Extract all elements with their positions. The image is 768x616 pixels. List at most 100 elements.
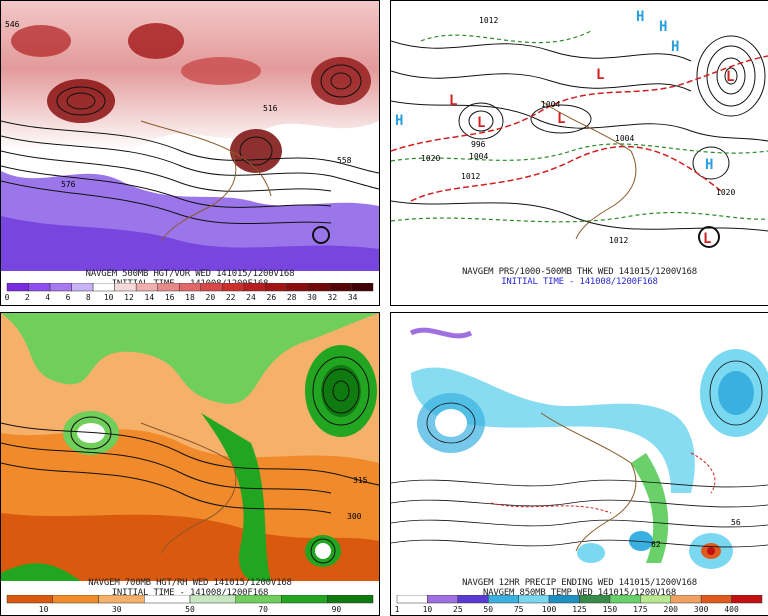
svg-text:H: H [671, 39, 679, 55]
panel-title: NAVGEM PRS/1000-500MB THK WED 141015/120… [462, 267, 697, 277]
legend-swatch [235, 595, 282, 604]
panel-title: NAVGEM 12HR PRECIP ENDING WED 141015/120… [462, 578, 697, 588]
initial-time: INITIAL TIME - 141008/1200F168 [111, 588, 269, 598]
legend-swatch [329, 283, 352, 292]
precipitation-legend: 1 10 25 50 75 100 125 150 175 200 300 400 [391, 595, 768, 615]
legend-swatch [98, 595, 145, 604]
svg-text:H: H [705, 157, 713, 173]
svg-text:L: L [703, 231, 711, 247]
initial-time: INITIAL TIME - 141008/1200F168 [501, 277, 658, 287]
svg-text:H: H [395, 113, 403, 129]
legend-label: 125 [572, 605, 587, 614]
legend-label: 30 [111, 605, 122, 614]
legend-label: 18 [185, 293, 195, 302]
legend-swatch [243, 283, 266, 292]
legend-label: 26 [266, 293, 277, 302]
legend-label: 10 [103, 293, 114, 302]
legend-label: 30 [307, 293, 317, 302]
legend-swatch [6, 595, 53, 604]
legend-swatch [308, 283, 331, 292]
legend-swatch [189, 595, 236, 604]
svg-text:H: H [659, 19, 667, 35]
svg-text:996: 996 [471, 140, 486, 149]
svg-text:1012: 1012 [479, 16, 498, 25]
legend-swatch [92, 283, 115, 292]
legend-swatch [427, 595, 459, 604]
legend-label: 50 [185, 605, 195, 614]
legend-label: 10 [38, 605, 49, 614]
legend-swatch [200, 283, 223, 292]
legend-label: 1 [394, 605, 400, 614]
legend-swatch [327, 595, 374, 604]
legend-label: 300 [693, 605, 709, 614]
panel-pressure-thickness: H H H H H L L L L L L 1012 1004 996 1004… [390, 0, 768, 306]
svg-text:300: 300 [347, 512, 362, 521]
precipitation-map: 56 62 [391, 313, 768, 581]
svg-text:1020: 1020 [716, 188, 735, 197]
panel-title: NAVGEM 500MB HGT/VOR WED 141015/1200V168 [85, 269, 295, 279]
vortex-maxima [47, 79, 115, 123]
legend-label: 0 [4, 293, 10, 302]
legend-swatch [640, 595, 671, 604]
svg-text:1004: 1004 [615, 134, 634, 143]
legend-label: 75 [513, 605, 524, 614]
legend-swatch [49, 283, 72, 292]
svg-text:62: 62 [651, 540, 661, 549]
legend-swatch [579, 595, 611, 604]
vorticity-legend: 0 2 4 6 8 10 12 14 16 18 20 22 24 26 28 30 32 34 [1, 283, 379, 303]
svg-text:1012: 1012 [609, 236, 628, 245]
legend-label: 32 [327, 293, 338, 302]
legend-swatch [222, 283, 245, 292]
legend-label: 12 [124, 293, 134, 302]
legend-label: 24 [246, 293, 256, 302]
svg-text:1012: 1012 [461, 172, 480, 181]
panel-precipitation: 56 62 NAVGEM 12HR PRECIP ENDING WED 1410… [390, 312, 768, 616]
legend-swatch [670, 595, 702, 604]
legend-label: 14 [144, 293, 155, 302]
legend-label: 400 [724, 605, 739, 614]
legend-swatch [71, 283, 94, 292]
legend-label: 50 [483, 605, 494, 614]
svg-text:558: 558 [337, 156, 352, 165]
svg-text:1004: 1004 [469, 152, 488, 161]
legend-swatch [135, 283, 158, 292]
svg-text:576: 576 [61, 180, 76, 189]
legend-swatch [286, 283, 309, 292]
legend-label: 20 [205, 293, 216, 302]
legend-label: 25 [453, 605, 463, 614]
svg-text:546: 546 [5, 20, 20, 29]
humidity-map: 315 300 [1, 313, 379, 581]
legend-swatch [457, 595, 489, 604]
legend-swatch [281, 595, 328, 604]
svg-text:L: L [477, 115, 485, 131]
legend-swatch [157, 283, 180, 292]
legend-label: 22 [225, 293, 236, 302]
panel-500mb-vorticity: 546 576 516 558 NAVGEM 500MB HGT/VOR WED… [0, 0, 380, 306]
high-pressure-marker: H [636, 9, 644, 25]
pressure-map: H H H H H L L L L L L 1012 1004 996 1004… [391, 1, 768, 271]
legend-swatch [548, 595, 580, 604]
svg-text:L: L [726, 69, 734, 85]
legend-swatch [351, 283, 374, 292]
legend-label: 28 [286, 293, 297, 302]
legend-label: 200 [663, 605, 678, 614]
legend-swatch [731, 595, 763, 604]
svg-text:L: L [596, 67, 604, 83]
legend-label: 10 [422, 605, 433, 614]
vorticity-map: 546 576 516 558 [1, 1, 379, 271]
svg-text:315: 315 [353, 476, 368, 485]
legend-label: 2 [24, 293, 30, 302]
legend-label: 4 [45, 293, 51, 302]
legend-label: 16 [164, 293, 175, 302]
svg-text:L: L [557, 111, 565, 127]
panel-700mb-humidity: 315 300 NAVGEM 700MB HGT/RH WED 141015/1… [0, 312, 380, 616]
legend-label: 150 [602, 605, 618, 614]
legend-label: 34 [347, 293, 358, 302]
legend-swatch [144, 595, 191, 604]
svg-text:1020: 1020 [421, 154, 440, 163]
legend-label: 6 [65, 293, 71, 302]
legend-swatch [396, 595, 428, 604]
legend-swatch [265, 283, 288, 292]
legend-swatch [518, 595, 550, 604]
panel-title: NAVGEM 700MB HGT/RH WED 141015/1200V168 [88, 578, 292, 588]
